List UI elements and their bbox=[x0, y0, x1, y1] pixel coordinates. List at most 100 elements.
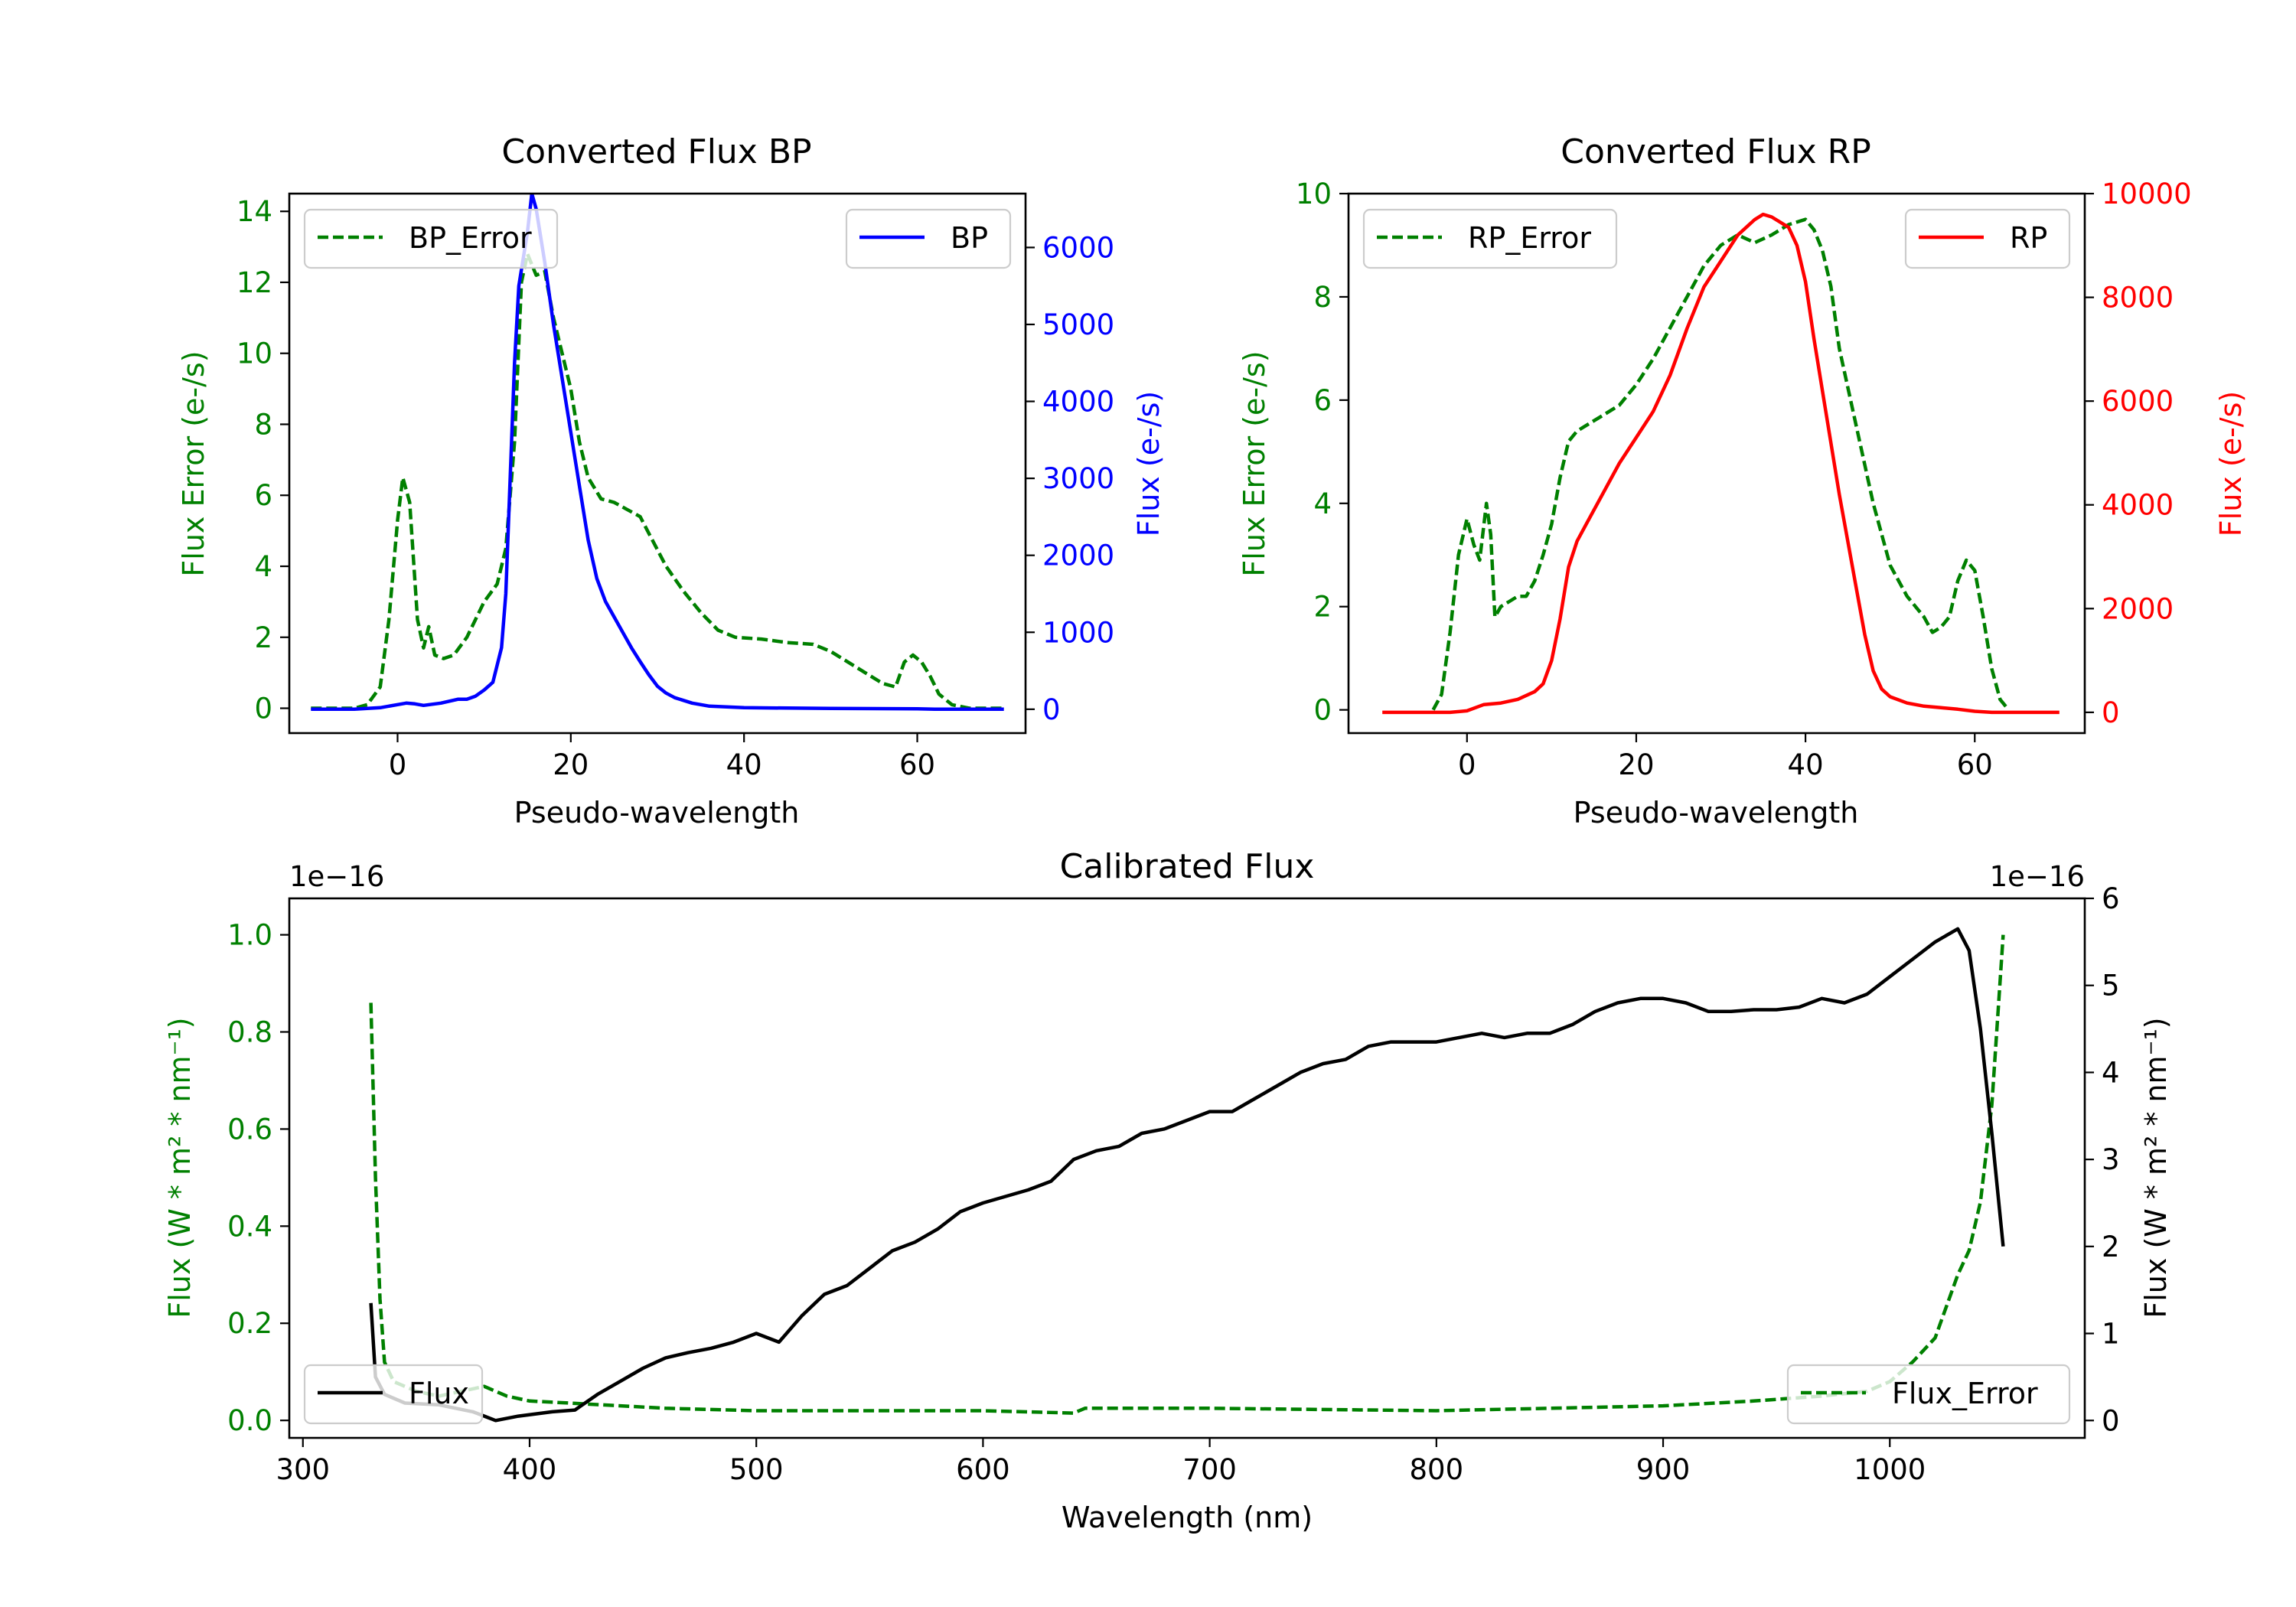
rp-right-y-tick-label: 8000 bbox=[2102, 282, 2174, 315]
bp-right-y-tick-label: 5000 bbox=[1042, 308, 1114, 341]
calibrated-series-flux bbox=[369, 927, 2005, 1423]
rp-x-tick-label: 40 bbox=[1788, 748, 1824, 781]
calibrated-right-y-ticks: 0 1 2 3 4 5 6 bbox=[2085, 882, 2120, 1437]
bp-left-y-tick-label: 6 bbox=[254, 479, 272, 512]
bp-left-y-tick-label: 2 bbox=[254, 621, 272, 654]
bp-left-y-ticks: 0 2 4 6 8 10 12 14 bbox=[236, 195, 289, 725]
bp-x-tick-label: 0 bbox=[389, 748, 407, 781]
rp-x-axis-label: Pseudo-wavelength bbox=[1574, 796, 1859, 830]
calibrated-legend-right-box bbox=[1786, 1364, 2071, 1425]
calibrated-right-y-tick-label: 2 bbox=[2102, 1231, 2120, 1263]
calibrated-x-tick-label: 400 bbox=[503, 1453, 557, 1486]
calibrated-left-y-tick-label: 0.6 bbox=[227, 1113, 272, 1146]
calibrated-right-offset: 1e−16 bbox=[1990, 860, 2085, 893]
bp-right-y-tick-label: 4000 bbox=[1042, 386, 1114, 419]
calibrated-right-y-tick-label: 3 bbox=[2102, 1143, 2120, 1176]
bp-left-y-axis-label: Flux Error (e-/s) bbox=[177, 350, 210, 576]
calibrated-left-y-ticks: 0.0 0.2 0.4 0.6 0.8 1.0 bbox=[227, 919, 289, 1437]
rp-series-rp-error bbox=[1431, 217, 2011, 712]
bp-x-axis-label: Pseudo-wavelength bbox=[514, 796, 800, 830]
rp-left-y-tick-label: 0 bbox=[1313, 694, 1332, 727]
calibrated-x-tick-label: 800 bbox=[1410, 1453, 1464, 1486]
bp-right-y-tick-label: 6000 bbox=[1042, 231, 1114, 264]
calibrated-left-y-tick-label: 0.4 bbox=[227, 1210, 272, 1243]
bp-right-y-ticks: 0 1000 2000 3000 4000 5000 6000 bbox=[1026, 231, 1114, 726]
rp-x-ticks: 0 20 40 60 bbox=[1458, 733, 1993, 781]
rp-axes-frame bbox=[1347, 192, 2086, 735]
bp-legend-right: BP bbox=[845, 208, 1012, 269]
calibrated-axes-frame bbox=[288, 897, 2086, 1439]
rp-left-y-tick-label: 10 bbox=[1296, 178, 1332, 210]
bp-right-y-tick-label: 0 bbox=[1042, 693, 1061, 726]
rp-left-y-tick-label: 2 bbox=[1313, 591, 1332, 624]
rp-series-rp bbox=[1382, 212, 2060, 715]
rp-legend-right: RP bbox=[1904, 208, 2071, 269]
rp-right-y-tick-label: 0 bbox=[2102, 696, 2120, 729]
bp-x-tick-label: 20 bbox=[553, 748, 589, 781]
calibrated-x-tick-label: 1000 bbox=[1854, 1453, 1926, 1486]
calibrated-left-y-axis-label: Flux (W * m² * nm⁻¹) bbox=[163, 1017, 197, 1318]
bp-right-y-axis-label: Flux (e-/s) bbox=[1132, 391, 1166, 536]
calibrated-x-tick-label: 700 bbox=[1182, 1453, 1237, 1486]
rp-series-layer bbox=[1382, 212, 2060, 715]
calibrated-x-tick-label: 500 bbox=[729, 1453, 784, 1486]
bp-right-y-tick-label: 1000 bbox=[1042, 616, 1114, 649]
calibrated-left-y-tick-label: 1.0 bbox=[227, 919, 272, 952]
rp-left-y-tick-label: 6 bbox=[1313, 384, 1332, 417]
rp-legend-left-box bbox=[1362, 208, 1618, 269]
rp-legend-right-box bbox=[1904, 208, 2071, 269]
bp-right-y-tick-label: 2000 bbox=[1042, 539, 1114, 572]
flux-error-legend-label: Flux_Error bbox=[1892, 1377, 2038, 1410]
calibrated-right-y-tick-label: 6 bbox=[2102, 882, 2120, 915]
calibrated-left-y-tick-label: 0.8 bbox=[227, 1016, 272, 1049]
bp-left-y-tick-label: 4 bbox=[254, 550, 272, 583]
calibrated-left-y-tick-label: 0.0 bbox=[227, 1404, 272, 1437]
bp-left-y-tick-label: 12 bbox=[236, 266, 272, 299]
calibrated-x-tick-label: 900 bbox=[1636, 1453, 1691, 1486]
calibrated-legend-left: Flux bbox=[303, 1364, 484, 1425]
rp-x-tick-label: 0 bbox=[1458, 748, 1476, 781]
bp-title: Converted Flux BP bbox=[501, 132, 811, 171]
rp-legend-left: RP_Error bbox=[1362, 208, 1618, 269]
rp-left-y-tick-label: 8 bbox=[1313, 281, 1332, 314]
calibrated-title: Calibrated Flux bbox=[1060, 847, 1315, 886]
bp-flux-legend-label: BP bbox=[951, 221, 988, 255]
calibrated-right-y-tick-label: 0 bbox=[2102, 1404, 2120, 1437]
calibrated-x-tick-label: 600 bbox=[956, 1453, 1010, 1486]
rp-error-legend-label: RP_Error bbox=[1468, 221, 1591, 255]
calibrated-x-axis-label: Wavelength (nm) bbox=[1062, 1501, 1313, 1534]
calibrated-right-y-tick-label: 5 bbox=[2102, 970, 2120, 1002]
rp-x-tick-label: 60 bbox=[1957, 748, 1993, 781]
bp-left-y-tick-label: 8 bbox=[254, 408, 272, 441]
calibrated-legend-left-box bbox=[303, 1364, 484, 1425]
calibrated-left-y-tick-label: 0.2 bbox=[227, 1307, 272, 1340]
flux-legend-label: Flux bbox=[409, 1377, 469, 1410]
bp-legend-left-box bbox=[303, 208, 559, 269]
rp-left-y-axis-label: Flux Error (e-/s) bbox=[1238, 350, 1271, 576]
bp-series-layer bbox=[311, 194, 1004, 712]
calibrated-legend-right: Flux_Error bbox=[1786, 1364, 2071, 1425]
bp-left-y-tick-label: 0 bbox=[254, 693, 272, 725]
bp-left-y-tick-label: 14 bbox=[236, 195, 272, 228]
rp-panel: Converted Flux RP 0 20 40 60 0 2 4 6 8 10 0 2000 4… bbox=[1238, 132, 2248, 830]
rp-flux-legend-label: RP bbox=[2010, 221, 2047, 255]
rp-title: Converted Flux RP bbox=[1561, 132, 1871, 171]
rp-left-y-tick-label: 4 bbox=[1313, 487, 1332, 520]
bp-panel: Converted Flux BP 0 20 40 60 0 2 4 6 8 10 12 14 0 1… bbox=[177, 132, 1166, 830]
calibrated-left-offset: 1e−16 bbox=[289, 860, 384, 893]
calibrated-right-y-tick-label: 4 bbox=[2102, 1056, 2120, 1089]
bp-legend-left: BP_Error bbox=[303, 208, 559, 269]
calibrated-right-y-axis-label: Flux (W * m² * nm⁻¹) bbox=[2139, 1017, 2173, 1318]
rp-right-y-tick-label: 4000 bbox=[2102, 489, 2174, 522]
bp-series-bp-error bbox=[311, 252, 1004, 710]
calibrated-right-y-tick-label: 1 bbox=[2102, 1318, 2120, 1351]
bp-right-y-tick-label: 3000 bbox=[1042, 462, 1114, 495]
bp-x-tick-label: 60 bbox=[899, 748, 935, 781]
rp-right-y-axis-label: Flux (e-/s) bbox=[2214, 391, 2248, 536]
calibrated-x-tick-label: 300 bbox=[276, 1453, 330, 1486]
calibrated-x-ticks: 300 400 500 600 700 800 900 1000 bbox=[276, 1438, 1926, 1486]
rp-right-y-tick-label: 6000 bbox=[2102, 385, 2174, 418]
bp-x-ticks: 0 20 40 60 bbox=[389, 733, 935, 781]
rp-right-y-tick-label: 10000 bbox=[2102, 178, 2192, 210]
